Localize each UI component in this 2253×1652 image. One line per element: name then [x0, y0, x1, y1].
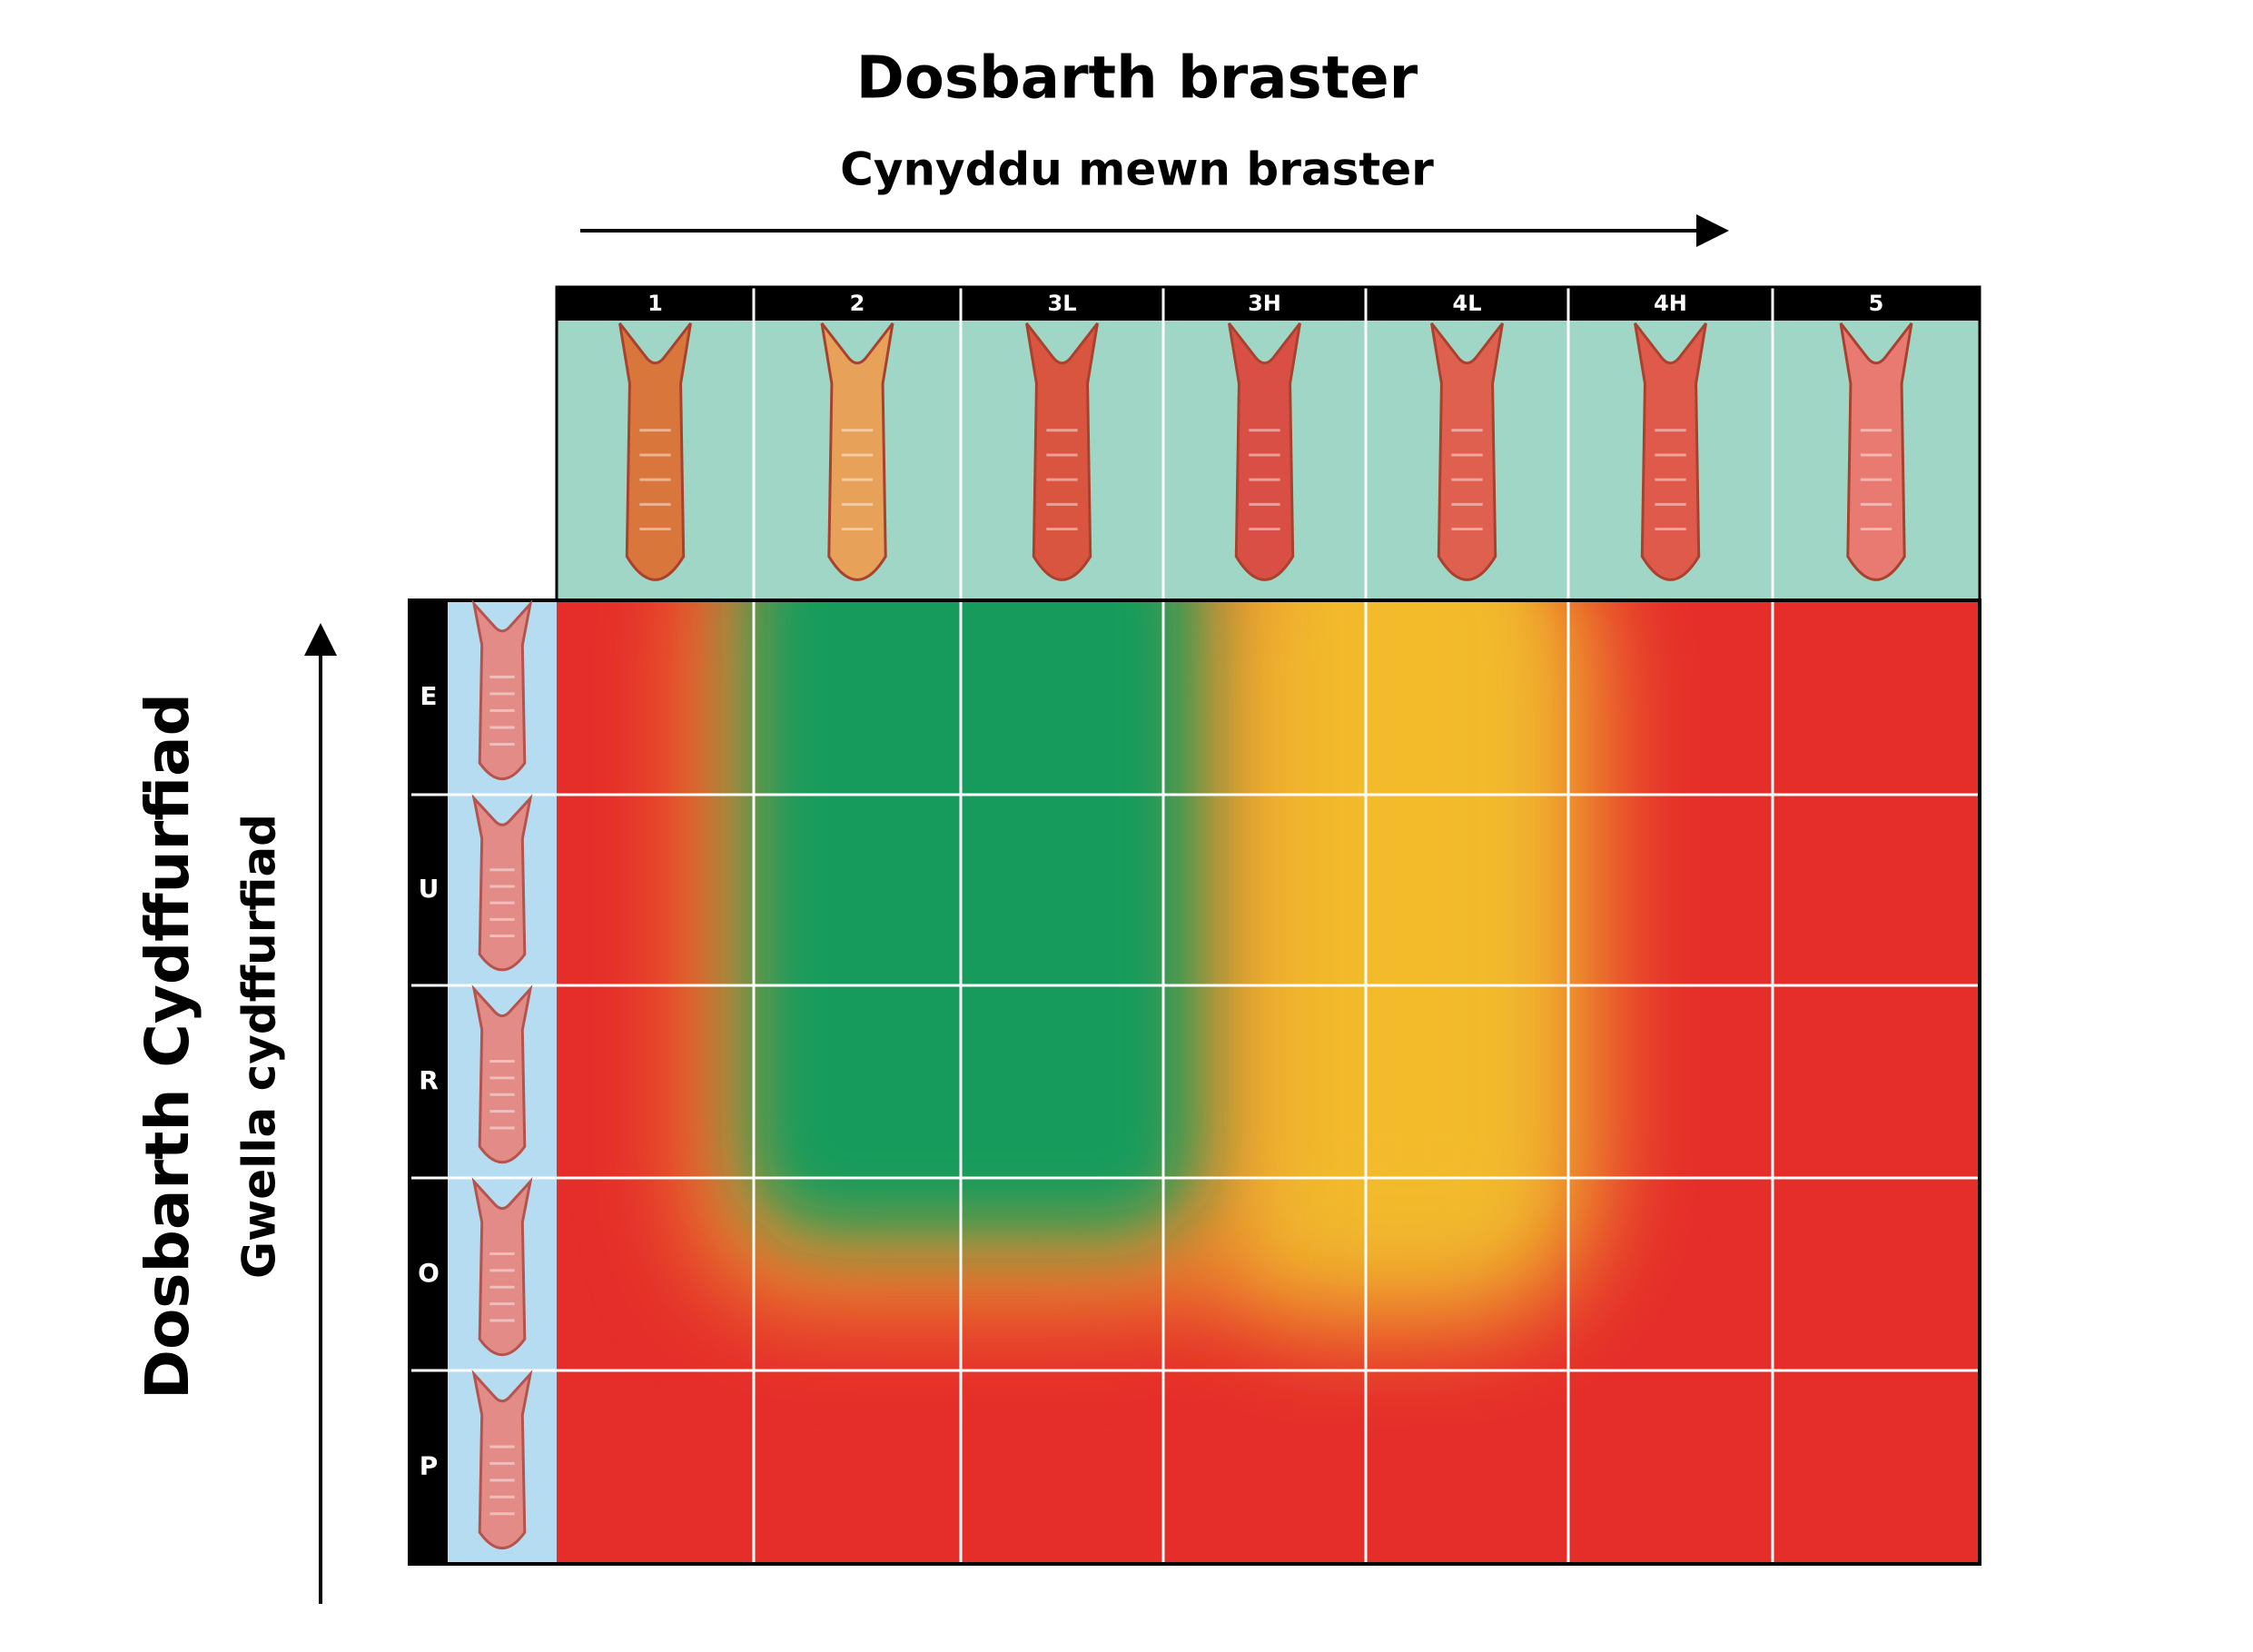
carcass-image	[471, 599, 533, 780]
column-label: 1	[647, 291, 663, 316]
column-label: 3H	[1248, 291, 1281, 316]
arrow-head	[304, 623, 337, 656]
border	[555, 285, 1981, 602]
heatmap	[557, 600, 1980, 1564]
row-label: O	[418, 1258, 440, 1288]
row-bar	[410, 600, 448, 1564]
carcass-image	[1025, 322, 1099, 581]
grid	[410, 287, 1980, 1564]
carcass-image	[1839, 322, 1913, 581]
carcass-image	[471, 1370, 533, 1549]
row-label: R	[419, 1065, 439, 1095]
row-label: U	[419, 874, 440, 904]
column-label: 3L	[1048, 291, 1077, 316]
carcass-image	[1228, 322, 1301, 581]
carcass-image	[1430, 322, 1504, 581]
column-label: 4H	[1654, 291, 1687, 316]
heat-green	[745, 600, 1199, 1235]
carcass-image	[1634, 322, 1707, 581]
column-label: 4L	[1453, 291, 1482, 316]
carcass-image	[471, 984, 533, 1164]
arrow-head	[1696, 214, 1729, 247]
heat-yellow	[1317, 600, 1507, 1217]
row-label: P	[420, 1451, 439, 1481]
carcass-image	[618, 322, 692, 581]
header-bar	[557, 287, 1980, 321]
y-subtitle: Gwella cydffurfiad	[233, 814, 286, 1279]
column-label: 2	[850, 291, 865, 316]
y-title: Dosbarth Cydffurfiad	[133, 693, 203, 1400]
carcass-image	[471, 794, 533, 972]
carcass-image	[820, 322, 894, 581]
row-label: E	[420, 681, 437, 711]
carcass-image	[471, 1177, 533, 1357]
title: Dosbarth braster	[856, 45, 1418, 113]
column-label: 5	[1869, 291, 1884, 316]
subtitle: Cynyddu mewn braster	[840, 143, 1434, 196]
